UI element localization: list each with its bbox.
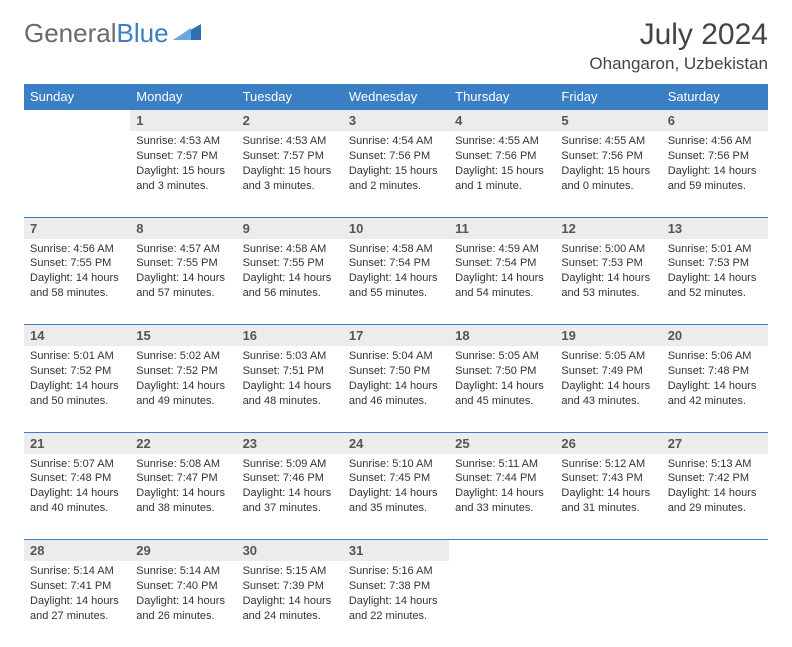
- day-number-cell: 20: [662, 325, 768, 347]
- day-number-cell: [555, 540, 661, 562]
- day-number-cell: 31: [343, 540, 449, 562]
- day-number-cell: 21: [24, 432, 130, 454]
- day-number-cell: 7: [24, 217, 130, 239]
- day-number-cell: 15: [130, 325, 236, 347]
- day-number-cell: 19: [555, 325, 661, 347]
- day-content-cell: Sunrise: 4:59 AMSunset: 7:54 PMDaylight:…: [449, 239, 555, 325]
- day-content-cell: Sunrise: 5:09 AMSunset: 7:46 PMDaylight:…: [237, 454, 343, 540]
- day-number-cell: [662, 540, 768, 562]
- content-row: Sunrise: 4:53 AMSunset: 7:57 PMDaylight:…: [24, 131, 768, 217]
- day-content-cell: Sunrise: 5:12 AMSunset: 7:43 PMDaylight:…: [555, 454, 661, 540]
- day-header: Thursday: [449, 84, 555, 110]
- day-content-cell: Sunrise: 4:57 AMSunset: 7:55 PMDaylight:…: [130, 239, 236, 325]
- day-content-cell: Sunrise: 4:56 AMSunset: 7:56 PMDaylight:…: [662, 131, 768, 217]
- day-number-cell: 11: [449, 217, 555, 239]
- day-header: Monday: [130, 84, 236, 110]
- day-number-cell: 14: [24, 325, 130, 347]
- day-content-cell: Sunrise: 5:13 AMSunset: 7:42 PMDaylight:…: [662, 454, 768, 540]
- day-header: Friday: [555, 84, 661, 110]
- day-number-cell: 25: [449, 432, 555, 454]
- day-number-cell: 2: [237, 110, 343, 132]
- day-content-cell: Sunrise: 5:14 AMSunset: 7:40 PMDaylight:…: [130, 561, 236, 647]
- day-content-cell: [449, 561, 555, 647]
- day-number-cell: 26: [555, 432, 661, 454]
- day-number-cell: 17: [343, 325, 449, 347]
- day-header: Sunday: [24, 84, 130, 110]
- day-content-cell: Sunrise: 5:02 AMSunset: 7:52 PMDaylight:…: [130, 346, 236, 432]
- day-content-cell: Sunrise: 5:15 AMSunset: 7:39 PMDaylight:…: [237, 561, 343, 647]
- day-number-cell: [24, 110, 130, 132]
- day-number-cell: 13: [662, 217, 768, 239]
- day-header: Saturday: [662, 84, 768, 110]
- daynum-row: 28293031: [24, 540, 768, 562]
- day-number-cell: 3: [343, 110, 449, 132]
- day-content-cell: Sunrise: 4:55 AMSunset: 7:56 PMDaylight:…: [555, 131, 661, 217]
- day-number-cell: 6: [662, 110, 768, 132]
- daynum-row: 21222324252627: [24, 432, 768, 454]
- day-content-cell: Sunrise: 5:05 AMSunset: 7:50 PMDaylight:…: [449, 346, 555, 432]
- day-content-cell: Sunrise: 4:54 AMSunset: 7:56 PMDaylight:…: [343, 131, 449, 217]
- day-content-cell: [24, 131, 130, 217]
- location-label: Ohangaron, Uzbekistan: [589, 54, 768, 74]
- day-number-cell: 9: [237, 217, 343, 239]
- day-content-cell: Sunrise: 5:00 AMSunset: 7:53 PMDaylight:…: [555, 239, 661, 325]
- month-title: July 2024: [589, 18, 768, 52]
- day-number-cell: 29: [130, 540, 236, 562]
- day-number-cell: 8: [130, 217, 236, 239]
- day-header: Wednesday: [343, 84, 449, 110]
- content-row: Sunrise: 5:14 AMSunset: 7:41 PMDaylight:…: [24, 561, 768, 647]
- logo: GeneralBlue: [24, 18, 203, 49]
- day-content-cell: Sunrise: 4:58 AMSunset: 7:55 PMDaylight:…: [237, 239, 343, 325]
- content-row: Sunrise: 5:01 AMSunset: 7:52 PMDaylight:…: [24, 346, 768, 432]
- day-number-cell: 1: [130, 110, 236, 132]
- day-number-cell: 4: [449, 110, 555, 132]
- content-row: Sunrise: 5:07 AMSunset: 7:48 PMDaylight:…: [24, 454, 768, 540]
- page-header: GeneralBlue July 2024 Ohangaron, Uzbekis…: [24, 18, 768, 74]
- day-number-cell: 30: [237, 540, 343, 562]
- daynum-row: 78910111213: [24, 217, 768, 239]
- day-content-cell: Sunrise: 4:53 AMSunset: 7:57 PMDaylight:…: [130, 131, 236, 217]
- day-content-cell: Sunrise: 5:06 AMSunset: 7:48 PMDaylight:…: [662, 346, 768, 432]
- day-content-cell: Sunrise: 5:07 AMSunset: 7:48 PMDaylight:…: [24, 454, 130, 540]
- day-number-cell: 27: [662, 432, 768, 454]
- day-content-cell: Sunrise: 5:04 AMSunset: 7:50 PMDaylight:…: [343, 346, 449, 432]
- title-block: July 2024 Ohangaron, Uzbekistan: [589, 18, 768, 74]
- logo-icon: [173, 18, 203, 49]
- logo-text-gray: General: [24, 18, 117, 49]
- day-content-cell: Sunrise: 5:03 AMSunset: 7:51 PMDaylight:…: [237, 346, 343, 432]
- day-number-cell: 28: [24, 540, 130, 562]
- day-number-cell: 23: [237, 432, 343, 454]
- content-row: Sunrise: 4:56 AMSunset: 7:55 PMDaylight:…: [24, 239, 768, 325]
- day-content-cell: Sunrise: 5:08 AMSunset: 7:47 PMDaylight:…: [130, 454, 236, 540]
- day-content-cell: Sunrise: 4:55 AMSunset: 7:56 PMDaylight:…: [449, 131, 555, 217]
- day-number-cell: 24: [343, 432, 449, 454]
- day-content-cell: Sunrise: 5:05 AMSunset: 7:49 PMDaylight:…: [555, 346, 661, 432]
- day-content-cell: Sunrise: 5:14 AMSunset: 7:41 PMDaylight:…: [24, 561, 130, 647]
- logo-text-blue: Blue: [117, 18, 169, 49]
- calendar-table: Sunday Monday Tuesday Wednesday Thursday…: [24, 84, 768, 647]
- day-number-cell: 16: [237, 325, 343, 347]
- day-number-cell: [449, 540, 555, 562]
- daynum-row: 123456: [24, 110, 768, 132]
- day-header-row: Sunday Monday Tuesday Wednesday Thursday…: [24, 84, 768, 110]
- day-number-cell: 18: [449, 325, 555, 347]
- day-content-cell: Sunrise: 5:10 AMSunset: 7:45 PMDaylight:…: [343, 454, 449, 540]
- day-content-cell: Sunrise: 4:58 AMSunset: 7:54 PMDaylight:…: [343, 239, 449, 325]
- day-number-cell: 22: [130, 432, 236, 454]
- day-content-cell: Sunrise: 4:56 AMSunset: 7:55 PMDaylight:…: [24, 239, 130, 325]
- daynum-row: 14151617181920: [24, 325, 768, 347]
- day-content-cell: Sunrise: 5:01 AMSunset: 7:52 PMDaylight:…: [24, 346, 130, 432]
- day-content-cell: Sunrise: 5:01 AMSunset: 7:53 PMDaylight:…: [662, 239, 768, 325]
- day-number-cell: 5: [555, 110, 661, 132]
- day-number-cell: 12: [555, 217, 661, 239]
- day-content-cell: [555, 561, 661, 647]
- day-header: Tuesday: [237, 84, 343, 110]
- day-number-cell: 10: [343, 217, 449, 239]
- day-content-cell: Sunrise: 5:16 AMSunset: 7:38 PMDaylight:…: [343, 561, 449, 647]
- day-content-cell: Sunrise: 4:53 AMSunset: 7:57 PMDaylight:…: [237, 131, 343, 217]
- day-content-cell: [662, 561, 768, 647]
- day-content-cell: Sunrise: 5:11 AMSunset: 7:44 PMDaylight:…: [449, 454, 555, 540]
